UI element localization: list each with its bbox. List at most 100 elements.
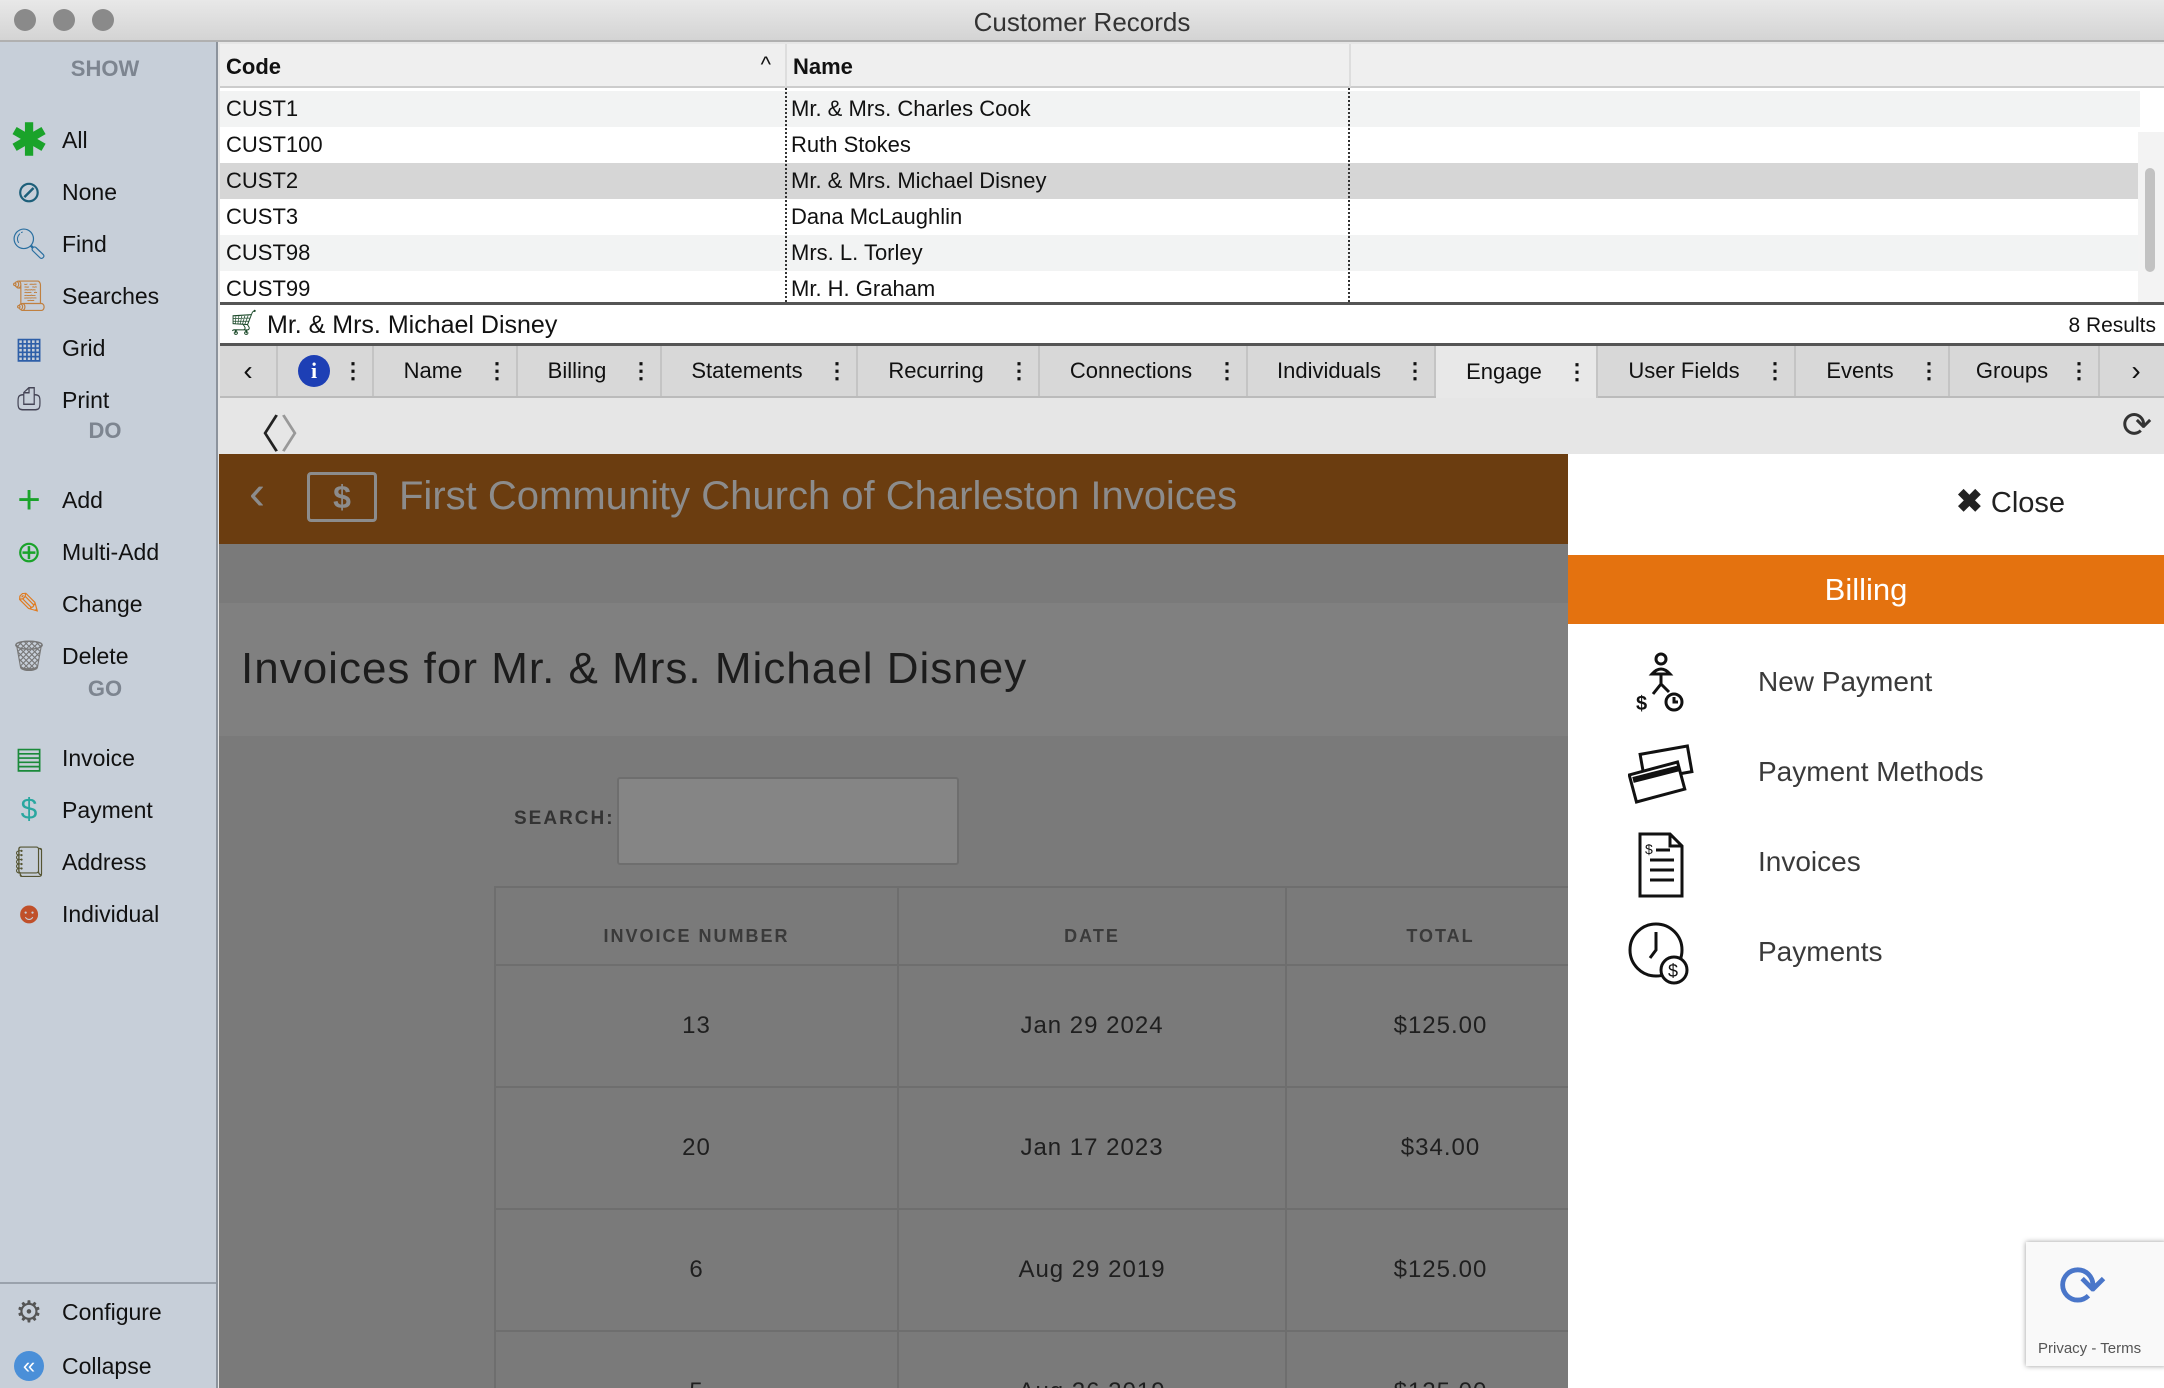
multi-add-icon: ⊕	[16, 535, 42, 569]
tab-user-fields[interactable]: User Fields ⋮	[1598, 346, 1796, 396]
tab-menu-icon[interactable]: ⋮	[1918, 358, 1940, 383]
scrollbar-thumb[interactable]	[2145, 168, 2155, 272]
tab-connections[interactable]: Connections ⋮	[1040, 346, 1248, 396]
sidebar-item-payment[interactable]: $ Payment	[10, 790, 153, 830]
tab-statements[interactable]: Statements ⋮	[662, 346, 858, 396]
grid-scrollbar[interactable]	[2138, 132, 2164, 302]
sidebar-item-address[interactable]: 📒︎ Address	[10, 842, 146, 882]
recaptcha-icon: ⟳	[2058, 1254, 2107, 1319]
column-header-empty	[1349, 44, 2164, 88]
table-row[interactable]: CUST98 Mrs. L. Torley	[220, 235, 2140, 271]
tabs-scroll-right-button[interactable]: ›	[2131, 355, 2141, 386]
sidebar-item-invoice[interactable]: ▤ Invoice	[10, 738, 135, 778]
invoice-row[interactable]: 6 Aug 29 2019 $125.00	[496, 1210, 1568, 1332]
invoice-number: 5	[496, 1332, 899, 1388]
cell-name: Mr. & Mrs. Charles Cook	[791, 96, 1031, 121]
do-section-label: DO	[88, 418, 122, 443]
invoice-row[interactable]: 13 Jan 29 2024 $125.00	[496, 966, 1568, 1088]
sidebar-item-searches[interactable]: 📜︎ Searches	[10, 276, 159, 316]
invoices-webview: ‹ $ First Community Church of Charleston…	[219, 454, 1568, 1388]
invoices-item[interactable]: $ Invoices	[1568, 824, 2164, 904]
navigation-bar: 〈 〉 ⟳	[220, 398, 2164, 457]
cell-name: Dana McLaughlin	[791, 204, 963, 229]
table-row[interactable]: CUST100 Ruth Stokes	[220, 127, 2140, 163]
invoice-total: $125.00	[1287, 1210, 1568, 1332]
tab-billing[interactable]: Billing ⋮	[518, 346, 662, 396]
sidebar-item-delete[interactable]: 🗑︎ Delete	[9, 636, 129, 676]
table-row[interactable]: CUST99 Mr. H. Graham	[220, 271, 2140, 307]
column-header: INVOICE NUMBER	[496, 888, 899, 966]
invoice-row[interactable]: 20 Jan 17 2023 $34.00	[496, 1088, 1568, 1210]
tab-menu-icon[interactable]: ⋮	[486, 358, 508, 383]
column-header: TOTAL	[1287, 888, 1568, 966]
grid-icon: ▦	[14, 331, 44, 365]
tab-menu-icon[interactable]: ⋮	[2068, 358, 2090, 383]
cell-name: Mrs. L. Torley	[791, 240, 923, 265]
table-row[interactable]: CUST2 Mr. & Mrs. Michael Disney	[220, 163, 2140, 199]
tab-menu-icon[interactable]: ⋮	[1764, 358, 1786, 383]
svg-text:$: $	[1636, 693, 1647, 715]
tab-menu-icon[interactable]: ⋮	[1566, 359, 1588, 384]
sidebar-item-all[interactable]: ✱ All	[10, 115, 88, 165]
cell-code: CUST98	[226, 240, 311, 265]
trash-icon: 🗑︎	[9, 639, 49, 673]
sidebar-item-add[interactable]: + Add	[10, 478, 103, 522]
new-payment-item[interactable]: $ New Payment	[1568, 644, 2164, 724]
sidebar-item-multi-add[interactable]: ⊕ Multi-Add	[10, 532, 159, 572]
tab-menu-icon[interactable]: ⋮	[826, 358, 848, 383]
forward-button[interactable]: 〉	[280, 413, 320, 457]
search-input[interactable]	[617, 777, 959, 865]
sidebar-item-configure[interactable]: ⚙ Configure	[10, 1292, 162, 1332]
sidebar-item-grid[interactable]: ▦ Grid	[10, 328, 106, 368]
minimize-window-button[interactable]	[53, 9, 75, 31]
sidebar-item-change[interactable]: ✎ Change	[10, 584, 142, 624]
payment-methods-item[interactable]: Payment Methods	[1568, 734, 2164, 814]
header-back-button[interactable]: ‹	[249, 467, 265, 520]
recaptcha-links[interactable]: Privacy - Terms	[2038, 1340, 2142, 1357]
sidebar-item-none[interactable]: ⊘ None	[10, 172, 117, 212]
sort-ascending-icon: ^	[760, 52, 771, 77]
table-row[interactable]: CUST3 Dana McLaughlin	[220, 199, 2140, 235]
tab-name[interactable]: Name ⋮	[374, 346, 518, 396]
column-header-code[interactable]: Code ^	[220, 44, 785, 88]
tab-menu-icon[interactable]: ⋮	[1008, 358, 1030, 383]
tab-info[interactable]: i ⋮	[278, 346, 374, 396]
search-label: SEARCH:	[514, 808, 615, 829]
close-button[interactable]: ✖ Close	[1956, 483, 2066, 519]
tab-menu-icon[interactable]: ⋮	[630, 358, 652, 383]
go-section-label: GO	[87, 676, 123, 701]
asterisk-icon: ✱	[10, 115, 48, 165]
address-book-icon: 📒︎	[9, 845, 49, 879]
person-icon: ☻	[13, 897, 45, 930]
invoices-heading: Invoices for Mr. & Mrs. Michael Disney	[241, 644, 1028, 693]
invoice-row[interactable]: 5Aug 26 2019$125.00	[496, 1332, 1568, 1388]
sidebar-item-individual[interactable]: ☻ Individual	[10, 894, 159, 934]
selected-record-bar: 🛒︎ Mr. & Mrs. Michael Disney 8 Results	[220, 302, 2164, 346]
sidebar-item-collapse[interactable]: «Collapse	[10, 1346, 152, 1386]
tab-individuals[interactable]: Individuals ⋮	[1248, 346, 1436, 396]
tab-menu-icon[interactable]: ⋮	[1404, 358, 1426, 383]
tab-events[interactable]: Events ⋮	[1796, 346, 1950, 396]
tab-groups[interactable]: Groups ⋮	[1950, 346, 2100, 396]
svg-text:$: $	[1645, 841, 1653, 857]
refresh-icon[interactable]: ⟳	[2121, 404, 2152, 445]
magnifier-icon: 🔍︎	[9, 227, 49, 261]
pencil-icon: ✎	[16, 587, 42, 621]
recaptcha-badge[interactable]: ⟳ Privacy - Terms	[2026, 1242, 2164, 1366]
tab-menu-icon[interactable]: ⋮	[1216, 358, 1238, 383]
cell-code: CUST100	[226, 132, 323, 157]
payments-item[interactable]: $ Payments	[1568, 914, 2164, 994]
tab-engage[interactable]: Engage ⋮	[1436, 346, 1598, 398]
zoom-window-button[interactable]	[92, 9, 114, 31]
table-row[interactable]: CUST1 Mr. & Mrs. Charles Cook	[220, 91, 2140, 127]
billing-panel: ✖ Close Billing $ New Payment Payment Me…	[1568, 454, 2164, 1388]
heading-band	[219, 603, 1568, 736]
tabs-scroll-left-button[interactable]: ‹	[220, 346, 278, 396]
billing-section-header: Billing	[1568, 555, 2164, 624]
tab-recurring[interactable]: Recurring ⋮	[858, 346, 1040, 396]
back-button[interactable]: 〈	[240, 413, 280, 457]
column-header-name[interactable]: Name	[785, 44, 1349, 88]
close-window-button[interactable]	[14, 9, 36, 31]
sidebar-item-find[interactable]: 🔍︎ Find	[10, 224, 107, 264]
sidebar-item-print[interactable]: ⎙ Print	[10, 380, 109, 420]
